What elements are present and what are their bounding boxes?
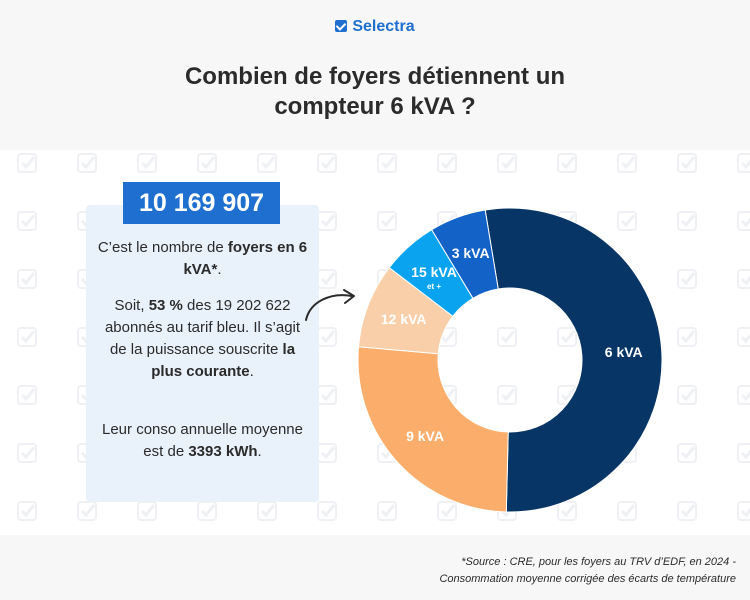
watermark-check-icon (17, 385, 37, 405)
watermark-check-icon (737, 385, 750, 405)
p2-bold: la plus courante (151, 341, 296, 380)
watermark-check-icon (17, 269, 37, 289)
watermark-check-icon (737, 327, 750, 347)
watermark-check-icon (617, 153, 637, 173)
watermark-check-icon (197, 153, 217, 173)
watermark-check-icon (677, 211, 697, 231)
watermark-check-icon (17, 443, 37, 463)
watermark-check-icon (557, 501, 577, 521)
watermark-check-icon (557, 153, 577, 173)
footer (0, 535, 750, 600)
slice-label: 15 kVA (411, 264, 457, 280)
source-line-2: Consommation moyenne corrigée des écarts… (439, 573, 736, 585)
watermark-check-icon (17, 153, 37, 173)
p1-end: . (217, 261, 222, 278)
info-card (86, 205, 319, 502)
watermark-check-icon (677, 385, 697, 405)
source-note: *Source : CRE, pour les foyers au TRV d’… (439, 554, 736, 588)
watermark-check-icon (257, 153, 277, 173)
brand-name: Selectra (352, 18, 415, 35)
watermark-check-icon (437, 153, 457, 173)
page-title: Combien de foyers détiennent un compteur… (100, 62, 650, 122)
watermark-check-icon (497, 153, 517, 173)
watermark-check-icon (257, 501, 277, 521)
donut-slice-6-kva (484, 207, 663, 513)
watermark-check-icon (677, 443, 697, 463)
info-paragraph-1: C’est le nombre de foyers en 6 kVA*. (96, 237, 309, 281)
donut-slice-9-kva (357, 346, 509, 513)
watermark-check-icon (17, 501, 37, 521)
info-paragraph-3: Leur conso annuelle moyenne est de 3393 … (96, 419, 309, 463)
p2-percent: 53 % (148, 297, 183, 314)
header (0, 0, 750, 150)
watermark-check-icon (617, 501, 637, 521)
slice-sublabel: et + (427, 282, 441, 291)
watermark-check-icon (317, 501, 337, 521)
watermark-check-icon (557, 327, 577, 347)
watermark-check-icon (737, 211, 750, 231)
title-line-1: Combien de foyers détiennent un (184, 63, 566, 90)
p2-text: Soit, (114, 297, 149, 314)
watermark-check-icon (137, 501, 157, 521)
p2-end: . (249, 363, 254, 380)
slice-label: 9 kVA (406, 428, 444, 444)
donut-slice-3-kva (431, 209, 499, 299)
watermark-check-icon (617, 211, 637, 231)
watermark-check-icon (677, 269, 697, 289)
p3-text: Leur conso annuelle moyenne est de (102, 421, 303, 460)
watermark-check-icon (137, 153, 157, 173)
watermark-check-icon (737, 269, 750, 289)
source-line-1: *Source : CRE, pour les foyers au TRV d’… (461, 556, 736, 568)
watermark-check-icon (437, 501, 457, 521)
p3-end: . (257, 443, 262, 460)
watermark-check-icon (17, 211, 37, 231)
slice-label: 3 kVA (452, 245, 490, 261)
slice-label: 6 kVA (605, 344, 643, 360)
p1-text: C’est le nombre de (97, 239, 228, 256)
watermark-check-icon (197, 501, 217, 521)
watermark-check-icon (377, 501, 397, 521)
watermark-check-icon (497, 327, 517, 347)
title-line-2: compteur 6 kVA ? (274, 93, 476, 120)
watermark-check-icon (317, 153, 337, 173)
p2-text-2: des 19 202 622 abonnés au tarif bleu. Il… (104, 297, 301, 358)
watermark-check-icon (497, 385, 517, 405)
slice-label: 12 kVA (381, 311, 427, 327)
checkmark-icon (335, 20, 348, 32)
watermark-check-icon (677, 153, 697, 173)
watermark-check-icon (377, 153, 397, 173)
watermark-check-icon (377, 211, 397, 231)
watermark-check-icon (737, 501, 750, 521)
watermark-check-icon (17, 327, 37, 347)
p3-kwh: 3393 kWh (188, 443, 258, 460)
watermark-check-icon (737, 443, 750, 463)
watermark-check-icon (77, 153, 97, 173)
selectra-logo[interactable]: Selectra (0, 18, 750, 36)
watermark-check-icon (77, 501, 97, 521)
watermark-check-icon (677, 327, 697, 347)
household-count: 10 169 907 (123, 182, 280, 224)
watermark-check-icon (737, 153, 750, 173)
p1-bold: foyers en 6 kVA* (183, 239, 308, 278)
watermark-check-icon (677, 501, 697, 521)
info-paragraph-2: Soit, 53 % des 19 202 622 abonnés au tar… (96, 295, 309, 383)
